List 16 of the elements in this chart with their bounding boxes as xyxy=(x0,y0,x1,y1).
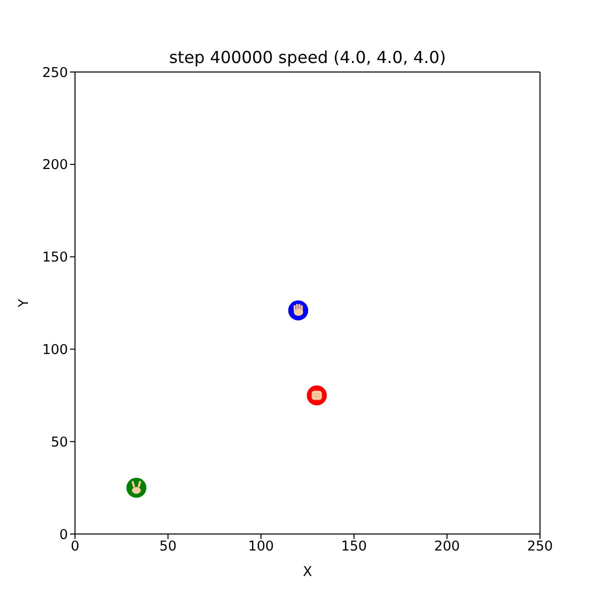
x-tick-label: 0 xyxy=(70,538,80,555)
y-tick-label: 150 xyxy=(42,250,68,266)
x-tick-label: 150 xyxy=(341,538,367,555)
y-tick-label: 100 xyxy=(42,342,68,358)
y-axis-title: Y xyxy=(16,298,32,308)
point xyxy=(306,385,327,406)
y-tick-label: 0 xyxy=(59,526,68,543)
chart-title: step 400000 speed (4.0, 4.0, 4.0) xyxy=(168,48,447,68)
y-tick-label: 50 xyxy=(50,434,68,450)
x-tick-label: 250 xyxy=(527,538,553,555)
x-tick-label: 100 xyxy=(248,538,274,555)
y-tick-label: 200 xyxy=(42,157,68,174)
x-tick-label: 200 xyxy=(434,538,460,555)
x-tick-label: 50 xyxy=(159,538,177,555)
y-tick-label: 250 xyxy=(42,64,68,81)
x-axis-title: X xyxy=(302,564,312,580)
